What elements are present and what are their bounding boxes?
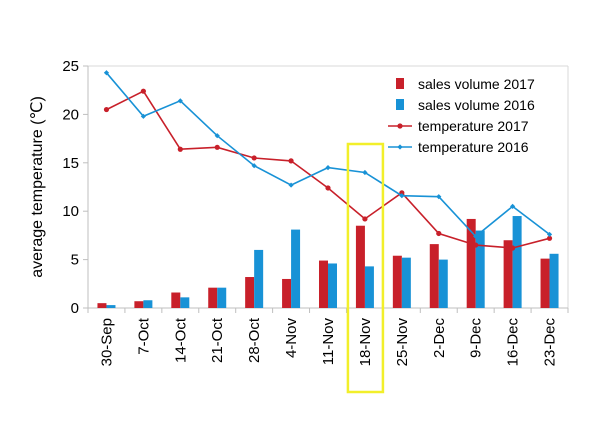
bar [208,287,218,308]
data-point [103,106,110,113]
x-tick-label: 2-Dec [431,318,448,359]
data-point [510,245,516,251]
legend-marker [397,144,403,150]
data-point [177,146,183,152]
x-tick-label: 30-Sep [98,318,115,366]
bar [512,216,522,308]
bar [217,287,227,308]
data-point [546,231,553,238]
y-tick-label: 20 [62,106,79,123]
x-tick-label: 23-Dec [542,318,559,367]
bar [392,255,402,308]
y-tick-label: 10 [62,203,79,220]
x-tick-labels: 30-Sep 7-Oct 14-Oct 21-Oct 28-Oct 4-Nov 11-Nov… [98,317,558,366]
data-point [399,193,405,199]
y-tick-label: 0 [71,300,79,317]
bar [97,303,107,308]
bar [438,259,448,308]
bar [466,218,476,308]
data-point [473,233,479,239]
legend-marker [397,123,403,129]
y-tick-label: 15 [62,155,79,172]
bar [355,225,365,308]
x-tick-label: 18-Nov [357,318,374,367]
data-point [510,203,516,209]
data-point [436,230,442,237]
bar [319,260,328,308]
axes: 0 5 10 15 20 25 [62,58,569,317]
bar [282,278,292,308]
x-tick-label: 4-Nov [283,318,300,359]
legend-label: sales volume 2017 [418,76,535,92]
data-point [140,88,146,94]
x-tick-label: 14-Oct [172,317,189,363]
bar [540,258,550,308]
x-tick-label: 11-Nov [320,318,337,366]
data-point [177,98,183,104]
lines [103,70,553,251]
bar [549,253,559,308]
bar [180,297,190,308]
data-point [140,113,146,119]
data-point [288,158,294,164]
bars [97,216,559,308]
y-tick-label: 5 [71,252,79,269]
data-point [546,235,553,241]
x-tick-label: 7-Oct [135,317,152,355]
bar [134,301,144,308]
data-point [103,70,110,76]
data-point [473,242,479,248]
x-tick-label: 21-Oct [209,317,226,363]
data-point [362,216,368,222]
bar [364,266,374,308]
bar [171,292,181,308]
highlight-box [346,142,385,394]
data-point [436,194,442,200]
legend-swatch [396,99,404,110]
x-tick-label: 25-Nov [394,318,411,367]
legend-label: sales volume 2016 [418,97,535,113]
data-point [214,144,220,150]
data-point [251,163,257,169]
bar [401,257,411,308]
legend-label: temperature 2016 [418,139,529,155]
data-point [214,133,220,139]
legend-swatch [396,78,404,89]
bar [143,300,153,308]
x-tick-label: 9-Dec [468,318,485,359]
bar [254,249,264,308]
bar [291,229,301,308]
y-tick-label: 25 [62,58,79,75]
bar [429,244,439,308]
bar [106,305,116,308]
bar [475,230,485,308]
data-point [288,182,294,188]
data-point [362,169,368,176]
legend-label: temperature 2017 [418,118,529,134]
highlight [346,142,385,394]
y-axis-title: average temperature (℃) [29,96,46,278]
bar [245,277,255,308]
x-tick-label: 28-Oct [246,317,263,363]
data-point [325,165,331,171]
bar [503,240,513,308]
bar [328,263,337,308]
data-point [251,155,257,161]
x-tick-label: 16-Dec [505,318,522,367]
legend: sales volume 2017 sales volume 2016 temper… [388,76,535,155]
data-point [325,185,331,191]
